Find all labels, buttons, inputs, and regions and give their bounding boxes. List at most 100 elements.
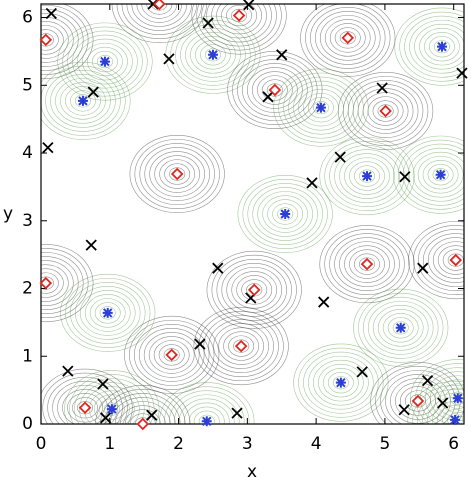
x-tick-label: 1 xyxy=(104,434,115,454)
contour-line xyxy=(231,271,278,309)
contour-line xyxy=(57,22,153,101)
contour-line xyxy=(332,376,349,390)
point-cross xyxy=(97,378,109,390)
contour-line xyxy=(427,164,454,186)
contour-line xyxy=(334,237,400,291)
contour-line xyxy=(359,257,376,271)
contour-line xyxy=(69,374,155,424)
contour-line xyxy=(422,160,459,190)
contour-line xyxy=(231,8,248,23)
contour-line xyxy=(237,175,333,254)
contour-line xyxy=(424,31,460,62)
contour-line xyxy=(41,29,59,51)
contour-line xyxy=(41,4,94,79)
contour-line xyxy=(110,397,176,424)
contour-line xyxy=(273,68,369,147)
point-asterisk xyxy=(77,95,88,106)
contour-line xyxy=(252,187,318,241)
contour-line xyxy=(327,372,354,394)
point-diamond xyxy=(232,9,246,22)
contour-line xyxy=(74,378,150,424)
contour-line xyxy=(111,4,207,43)
contour-line xyxy=(442,249,464,271)
contour-line xyxy=(190,36,236,74)
point-cross xyxy=(398,404,410,416)
contour-line xyxy=(318,363,364,402)
contour-line xyxy=(96,54,113,69)
point-diamond xyxy=(379,104,392,118)
contour-line xyxy=(153,340,190,370)
contour-line xyxy=(67,30,143,93)
contour-line xyxy=(319,225,415,304)
contour-line xyxy=(324,19,371,57)
contour-line xyxy=(64,370,160,424)
contour-line xyxy=(277,207,294,221)
contour-line xyxy=(41,61,131,140)
contour-line xyxy=(344,245,390,283)
contour-line xyxy=(146,4,173,15)
contour-line xyxy=(419,27,464,66)
contour-line xyxy=(99,306,116,320)
contour-line xyxy=(228,335,255,357)
contour-line xyxy=(367,300,434,355)
contour-line xyxy=(387,317,414,339)
contour-line xyxy=(283,76,359,139)
contour-line xyxy=(439,383,464,413)
point-cross xyxy=(417,262,429,274)
contour-line xyxy=(159,159,196,189)
contour-line xyxy=(377,309,424,347)
contour-line xyxy=(359,169,376,183)
contour-line xyxy=(77,38,133,85)
contour-line xyxy=(433,40,450,54)
contour-line xyxy=(392,321,409,335)
point-diamond xyxy=(136,417,150,431)
point-asterisk xyxy=(395,322,406,333)
contour-line xyxy=(79,290,136,336)
contour-line xyxy=(144,147,210,201)
contour-line xyxy=(267,199,304,229)
x-tick-label: 5 xyxy=(379,434,390,454)
contour-line xyxy=(134,139,220,209)
contour-line xyxy=(319,15,376,61)
contour-line xyxy=(185,32,241,78)
point-diamond xyxy=(165,348,178,362)
contour-line xyxy=(41,21,69,59)
contour-line xyxy=(414,23,464,70)
contour-line xyxy=(159,382,255,424)
x-tick-label: 2 xyxy=(173,434,184,454)
contour-line xyxy=(393,135,464,214)
contour-line xyxy=(418,229,464,291)
contour-line xyxy=(211,4,267,39)
contour-line xyxy=(354,165,380,187)
contour-line xyxy=(213,323,269,369)
point-asterisk xyxy=(201,416,212,427)
contour-line xyxy=(432,168,449,182)
contour-line xyxy=(94,302,121,324)
contour-line xyxy=(246,283,263,297)
contour-line xyxy=(256,75,293,105)
point-asterisk xyxy=(362,171,373,182)
contour-line xyxy=(442,409,464,424)
contour-line xyxy=(65,86,101,116)
point-diamond xyxy=(39,276,53,290)
contour-line xyxy=(50,74,116,128)
contour-line xyxy=(41,65,126,136)
point-asterisk xyxy=(436,41,447,52)
contour-line xyxy=(407,380,464,424)
point-cross xyxy=(231,407,243,419)
contour-line xyxy=(410,359,464,424)
contour-line xyxy=(41,256,79,310)
contour-line xyxy=(67,393,103,423)
contour-line xyxy=(139,143,215,205)
contour-line xyxy=(201,4,277,47)
contour-line xyxy=(349,249,385,279)
contour-line xyxy=(354,253,380,275)
plot-frame xyxy=(40,3,465,425)
contour-line xyxy=(72,397,98,419)
point-cross xyxy=(456,67,468,79)
point-cross xyxy=(45,7,57,20)
contour-line xyxy=(223,331,260,361)
contour-line xyxy=(65,277,151,348)
contour-line xyxy=(385,374,451,424)
